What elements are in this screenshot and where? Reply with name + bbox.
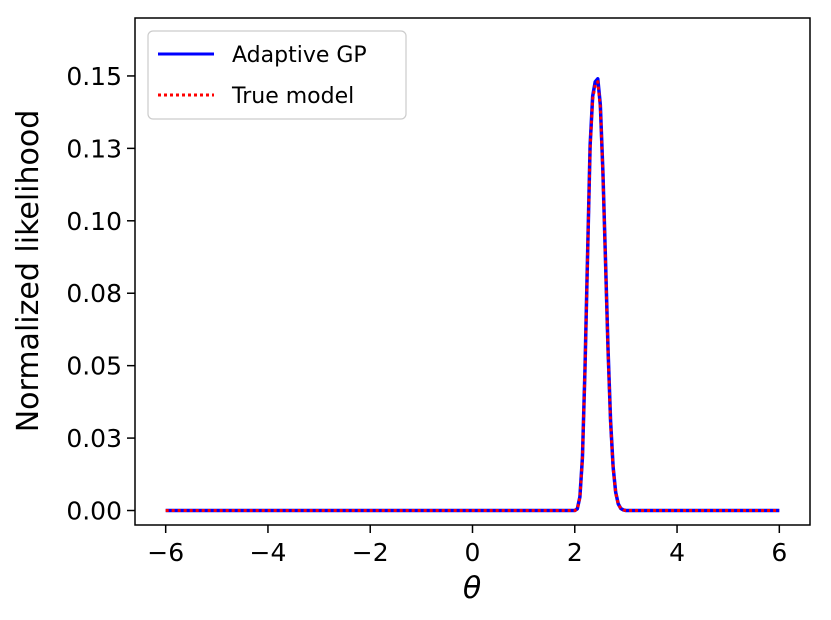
legend-label-adaptive-gp: Adaptive GP [232, 43, 367, 68]
x-tick-label: −6 [147, 538, 184, 567]
series-line-true-model [165, 80, 780, 513]
series-layer [165, 77, 780, 513]
x-tick-label: 4 [669, 538, 685, 567]
x-tick-label: 6 [771, 538, 787, 567]
y-tick-label: 0.03 [66, 424, 122, 453]
y-tick-label: 0.00 [66, 497, 122, 526]
x-tick-label: 0 [465, 538, 481, 567]
x-axis-label: θ [463, 571, 481, 606]
y-axis-ticks: 0.00 0.03 0.05 0.08 0.10 0.13 0.15 [66, 62, 135, 526]
y-tick-label: 0.13 [66, 134, 122, 163]
x-tick-label: 2 [567, 538, 583, 567]
legend-label-true-model: True model [231, 84, 354, 109]
y-tick-label: 0.05 [66, 352, 122, 381]
x-axis-ticks: −6 −4 −2 0 2 4 6 [147, 525, 787, 567]
legend: Adaptive GP True model [147, 30, 407, 120]
x-tick-label: −4 [250, 538, 287, 567]
y-tick-label: 0.15 [66, 62, 122, 91]
y-tick-label: 0.10 [66, 207, 122, 236]
y-axis-label: Normalized likelihood [11, 110, 46, 433]
y-tick-label: 0.08 [66, 279, 122, 308]
x-tick-label: −2 [352, 538, 389, 567]
